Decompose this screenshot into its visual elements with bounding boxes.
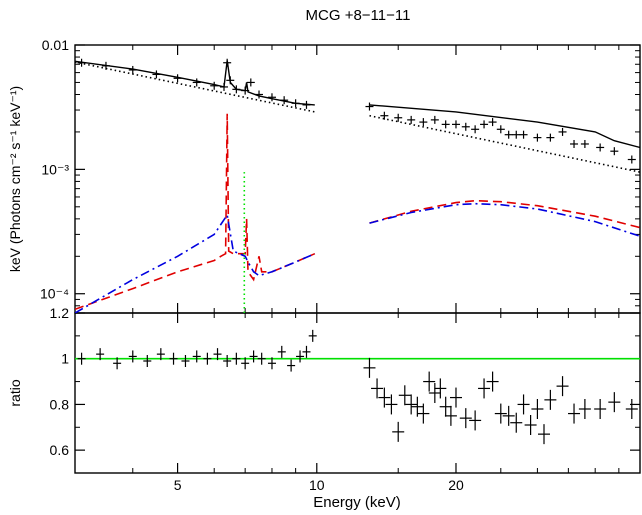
spectrum-y-tick-label: 10⁻⁴ (40, 286, 69, 302)
reflection-red-high-line (369, 199, 640, 229)
ratio-y-tick-label: 0.6 (50, 442, 70, 458)
reflection-blue-high-line (369, 202, 640, 237)
reflection-red-low-line (75, 113, 316, 311)
x-tick-label: 5 (174, 477, 182, 493)
axis-ticks: 0.01 10⁻³ 10⁻⁴ 1.2 1 0.8 0.6 5 10 20 (40, 37, 641, 493)
ratio-panel-frame (74, 312, 641, 474)
reflection-blue-low-line (75, 212, 316, 313)
ratio-y-axis-label: ratio (7, 379, 23, 406)
spectrum-panel-frame (74, 44, 641, 314)
ratio-y-tick-label: 0.8 (50, 396, 70, 412)
series-layer (75, 58, 640, 445)
total-model-low-line (75, 60, 315, 106)
spectrum-y-tick-label: 0.01 (42, 37, 69, 53)
ratio-y-tick-label: 1 (61, 351, 69, 367)
spectrum-plot-area (75, 58, 640, 313)
ratio-y-tick-label: 1.2 (50, 305, 70, 321)
spectrum-y-axis-label: keV (Photons cm⁻² s⁻¹ keV⁻¹) (7, 86, 23, 272)
spectrum-y-tick-label: 10⁻³ (41, 161, 69, 177)
powerlaw-low-line (75, 61, 315, 113)
powerlaw-high-line (369, 114, 640, 173)
ratio-plot-area (75, 329, 640, 445)
chart-title: MCG +8−11−11 (306, 7, 411, 24)
x-axis-label: Energy (keV) (313, 494, 401, 511)
x-tick-label: 20 (448, 477, 464, 493)
x-tick-label: 10 (309, 477, 325, 493)
total-model-high-line (369, 104, 640, 149)
